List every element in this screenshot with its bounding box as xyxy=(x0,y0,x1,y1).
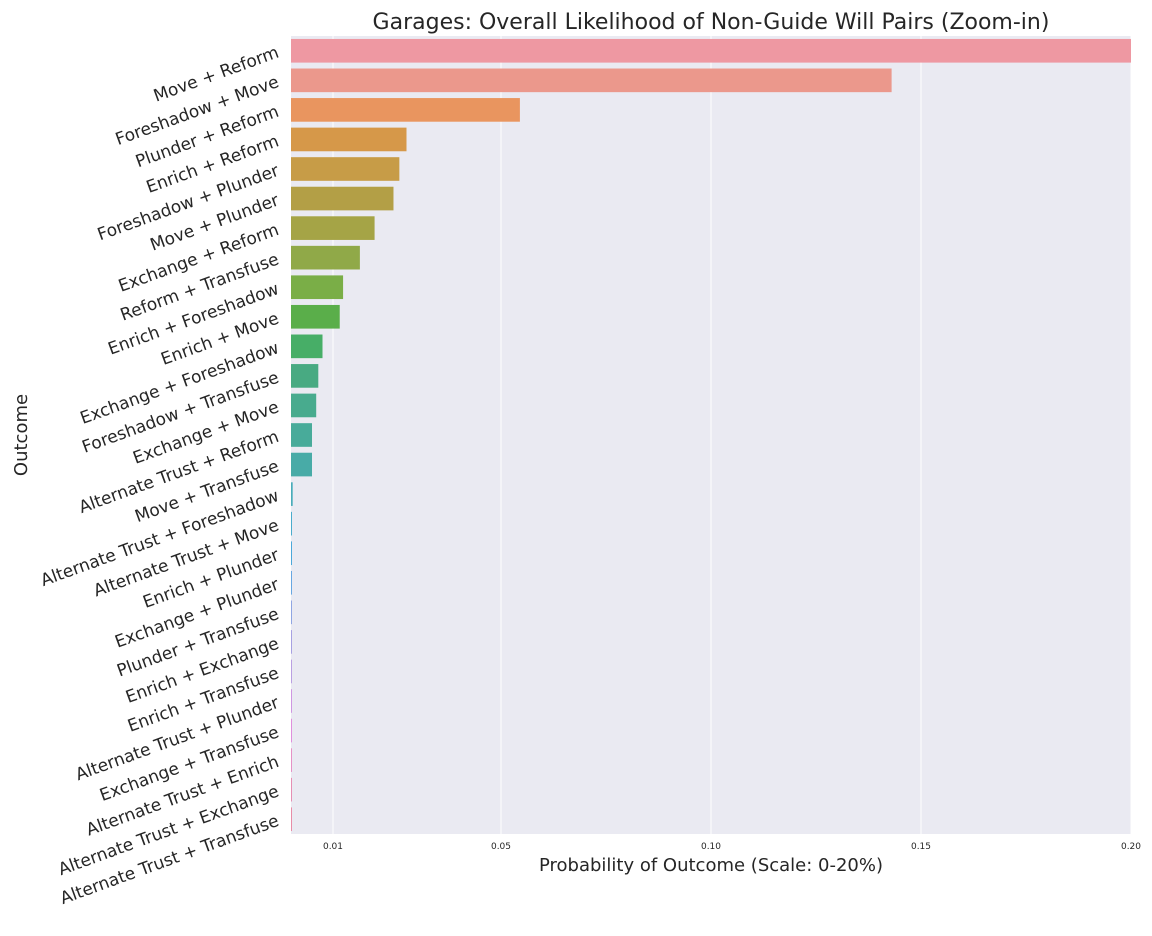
bar xyxy=(291,275,344,300)
bar xyxy=(291,718,292,743)
bar xyxy=(291,393,317,418)
bar xyxy=(291,452,312,477)
bar xyxy=(291,482,293,506)
chart-title: Garages: Overall Likelihood of Non-Guide… xyxy=(373,10,1050,35)
y-axis-label: Outcome xyxy=(11,394,32,476)
bar xyxy=(291,630,292,654)
bar xyxy=(291,511,292,536)
bar xyxy=(291,98,520,122)
bar xyxy=(291,777,292,802)
x-tick-label: 0.15 xyxy=(911,842,931,852)
x-tick-label: 0.05 xyxy=(491,842,511,852)
bar xyxy=(291,186,394,211)
x-axis-label: Probability of Outcome (Scale: 0-20%) xyxy=(539,855,883,876)
bar xyxy=(291,659,292,684)
bar xyxy=(291,127,407,152)
bar xyxy=(291,364,319,388)
x-tick-label: 0.01 xyxy=(323,842,343,852)
bar xyxy=(291,304,340,329)
bars xyxy=(291,38,1131,832)
bar xyxy=(291,807,292,832)
bar xyxy=(291,423,312,447)
bar xyxy=(291,689,292,713)
bar xyxy=(291,748,292,772)
bar xyxy=(291,68,892,93)
x-tick-label: 0.20 xyxy=(1121,842,1141,852)
x-tick-label: 0.10 xyxy=(701,842,721,852)
bar xyxy=(291,334,323,359)
bar xyxy=(291,541,292,566)
bar xyxy=(291,600,292,625)
bar xyxy=(291,157,400,181)
bar xyxy=(291,38,1131,63)
bar xyxy=(291,216,375,240)
bar xyxy=(291,245,360,270)
x-tick-labels: 0.01 0.05 0.10 0.15 0.20 xyxy=(323,842,1141,852)
bar xyxy=(291,570,292,595)
